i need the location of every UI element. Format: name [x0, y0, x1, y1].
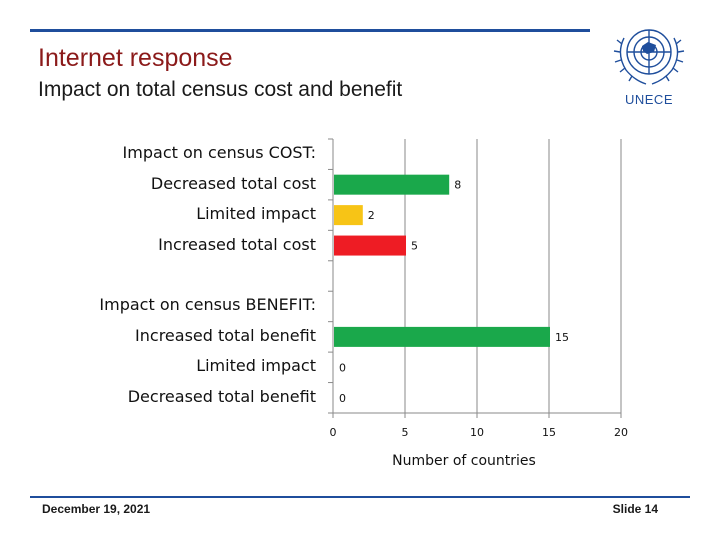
- data-label: 2: [368, 209, 375, 222]
- category-label: Limited impact: [196, 356, 316, 376]
- data-label: 5: [411, 240, 418, 253]
- category-label: Increased total cost: [158, 234, 316, 254]
- data-label: 0: [339, 392, 346, 405]
- header-rule: [30, 29, 590, 32]
- un-emblem-icon: [613, 29, 685, 85]
- bar: [334, 326, 550, 347]
- x-tick-label: 20: [614, 426, 628, 439]
- slide-number: Slide 14: [612, 502, 658, 516]
- category-label: Limited impact: [196, 204, 316, 224]
- bar: [334, 174, 450, 195]
- data-label: 15: [555, 331, 569, 344]
- un-logo: UNECE: [606, 16, 692, 110]
- bar: [334, 235, 406, 256]
- x-tick-label: 5: [402, 426, 409, 439]
- x-tick-label: 15: [542, 426, 556, 439]
- slide-subtitle: Impact on total census cost and benefit: [38, 78, 403, 101]
- category-label: Decreased total benefit: [127, 386, 316, 406]
- footer-rule: [30, 496, 690, 498]
- data-label: 0: [339, 361, 346, 374]
- x-tick-label: 10: [470, 426, 484, 439]
- category-label: Impact on census BENEFIT:: [99, 295, 316, 315]
- category-label: Decreased total cost: [150, 173, 316, 193]
- category-label: Increased total benefit: [135, 325, 316, 345]
- data-label: 8: [454, 179, 461, 192]
- bar: [334, 205, 363, 226]
- x-axis-title: Number of countries: [392, 453, 536, 469]
- footer-date: December 19, 2021: [42, 502, 151, 516]
- logo-text: UNECE: [624, 92, 673, 107]
- slide-title: Internet response: [38, 44, 233, 72]
- category-label: Impact on census COST:: [122, 143, 316, 163]
- x-tick-label: 0: [330, 426, 337, 439]
